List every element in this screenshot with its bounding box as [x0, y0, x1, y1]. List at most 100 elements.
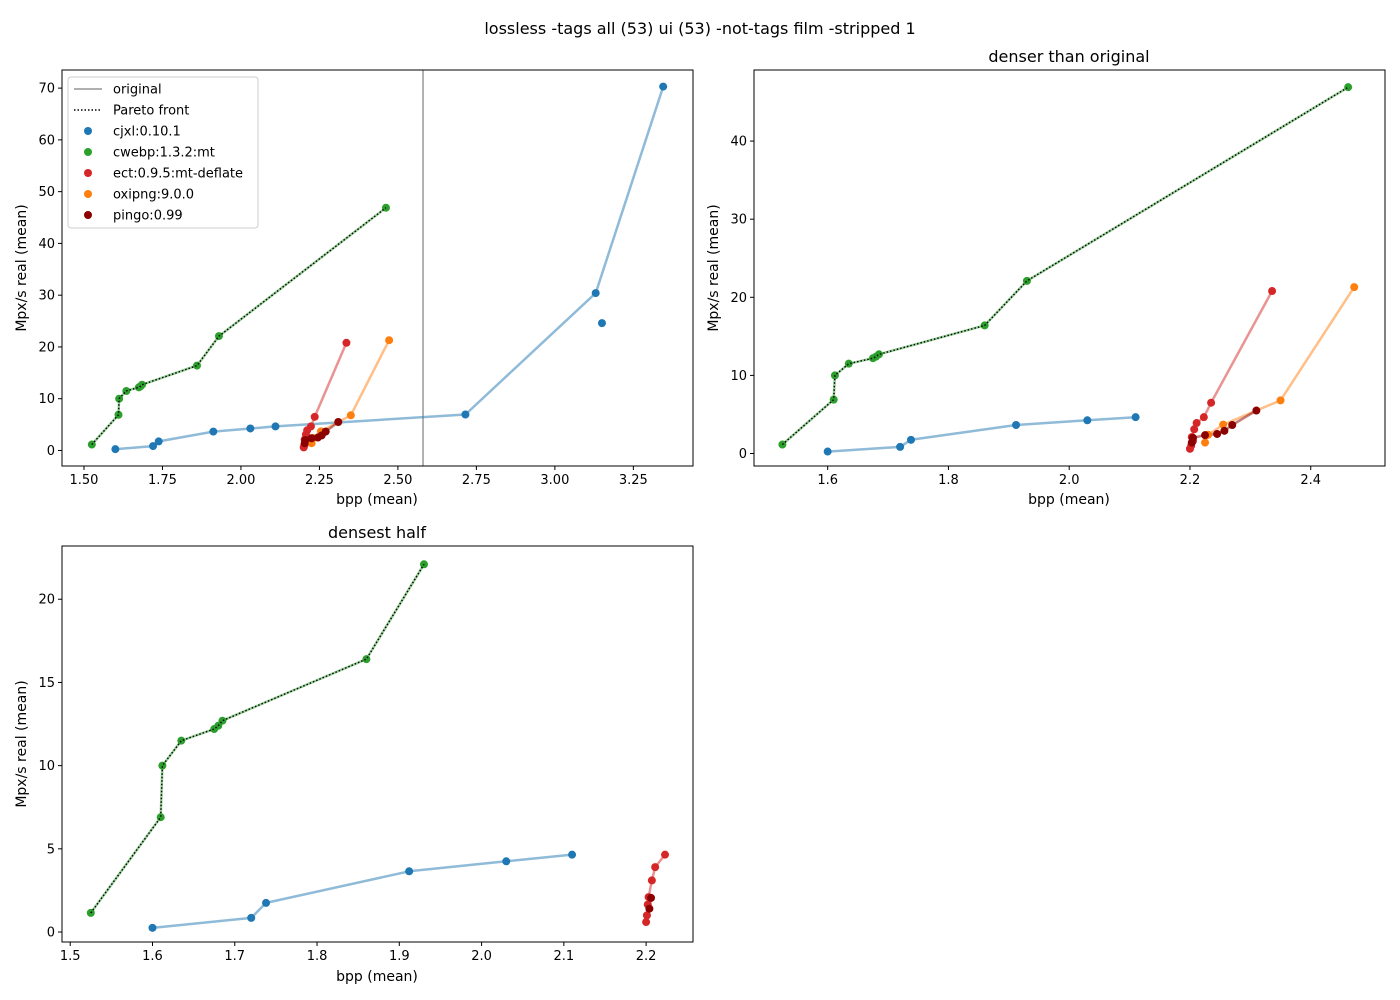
data-point	[844, 359, 853, 368]
legend-label: cwebp:1.3.2:mt	[113, 146, 215, 161]
series-line	[152, 853, 573, 930]
data-point	[149, 442, 158, 451]
subplot-title: denser than original	[988, 47, 1149, 66]
y-tick-label: 60	[38, 133, 55, 148]
x-tick-label: 2.4	[1300, 473, 1321, 488]
x-tick-label: 3.25	[619, 473, 648, 488]
data-point	[906, 435, 915, 444]
data-point	[1012, 420, 1021, 429]
x-tick-label: 2.1	[553, 949, 574, 964]
pareto-front-line	[781, 86, 1349, 446]
data-point	[1350, 283, 1359, 292]
pareto-front-line	[90, 563, 425, 914]
data-point	[647, 876, 656, 885]
series-line	[310, 339, 391, 444]
data-point	[1188, 433, 1197, 442]
data-point	[502, 857, 511, 866]
y-tick-label: 70	[38, 82, 55, 97]
x-tick-label: 2.25	[305, 473, 334, 488]
y-tick-label: 10	[730, 369, 747, 384]
legend-frame	[67, 76, 259, 229]
figure-title: lossless -tags all (53) ui (53) -not-tag…	[484, 19, 915, 38]
legend: original Pareto front cjxl:0.10.1 cwebp:1.3…	[67, 76, 259, 229]
data-point	[1220, 426, 1229, 435]
x-axis-label: bpp (mean)	[336, 969, 418, 985]
legend-label: pingo:0.99	[113, 209, 183, 224]
data-point	[321, 427, 330, 436]
axes-frame	[61, 69, 694, 467]
data-point	[874, 350, 883, 359]
data-point	[1276, 396, 1285, 405]
data-point	[1219, 420, 1228, 429]
x-tick-label: 1.50	[69, 473, 98, 488]
data-point	[148, 923, 157, 932]
y-tick-label: 30	[730, 213, 747, 228]
y-tick-label: 10	[38, 392, 55, 407]
pareto-front-line	[91, 207, 387, 445]
data-point	[111, 445, 120, 454]
x-tick-label: 2.2	[636, 949, 657, 964]
plot-area: 1.5 1.6 1.7 1.8 1.9 2.0 2.1 2.2 0 5 10 15 20	[38, 560, 670, 964]
series-line	[827, 415, 1136, 453]
data-point	[1199, 413, 1208, 422]
data-point	[1344, 83, 1353, 92]
legend-label: cjxl:0.10.1	[113, 125, 181, 140]
data-point	[307, 434, 316, 443]
x-tick-label: 1.6	[817, 473, 838, 488]
x-tick-label: 2.75	[462, 473, 491, 488]
data-point	[1207, 398, 1216, 407]
data-point	[346, 411, 355, 420]
y-tick-label: 30	[38, 289, 55, 304]
y-tick-label: 10	[38, 759, 55, 774]
x-tick-label: 3.00	[540, 473, 569, 488]
data-point	[778, 440, 787, 449]
series-line	[781, 86, 1349, 446]
x-tick-label: 1.9	[389, 949, 410, 964]
data-point	[1201, 438, 1210, 447]
x-tick-label: 2.0	[1059, 473, 1080, 488]
data-point	[1083, 416, 1092, 425]
subplot-denser-than-original: denser than original 1.6 1.8 2.0 2.2 2.4 0 10 2…	[706, 47, 1386, 508]
axes-frame	[753, 69, 1386, 467]
data-point	[301, 436, 310, 445]
legend-swatch	[84, 148, 92, 156]
subplot-title: densest half	[328, 523, 426, 542]
y-tick-label: 0	[47, 444, 55, 459]
y-tick-label: 20	[38, 340, 55, 355]
y-tick-label: 20	[38, 593, 55, 608]
y-tick-label: 20	[730, 291, 747, 306]
data-point	[461, 410, 470, 419]
data-point	[1213, 429, 1222, 438]
data-point	[1192, 419, 1201, 428]
data-point	[158, 761, 167, 770]
data-point	[568, 850, 577, 859]
legend-swatch	[84, 127, 92, 135]
data-point	[154, 437, 163, 446]
x-tick-label: 1.5	[60, 949, 81, 964]
legend-swatch	[84, 190, 92, 198]
data-point	[177, 736, 186, 745]
series-line	[89, 563, 426, 914]
y-axis-label: Mpx/s real (mean)	[14, 204, 30, 331]
y-tick-label: 0	[47, 926, 55, 941]
x-tick-label: 1.6	[142, 949, 163, 964]
x-tick-label: 2.2	[1180, 473, 1201, 488]
data-point	[591, 289, 600, 298]
y-axis-label: Mpx/s real (mean)	[14, 680, 30, 807]
x-tick-label: 1.8	[307, 949, 328, 964]
y-tick-label: 40	[730, 135, 747, 150]
y-tick-label: 0	[739, 447, 747, 462]
data-point	[645, 904, 654, 913]
data-point	[597, 319, 606, 328]
axes-frame	[61, 545, 694, 943]
x-tick-label: 2.00	[226, 473, 255, 488]
data-point	[659, 82, 668, 91]
data-point	[247, 913, 256, 922]
x-tick-label: 1.7	[224, 949, 245, 964]
legend-swatch	[84, 211, 92, 219]
plot-area: 1.6 1.8 2.0 2.2 2.4 0 10 20 30 40	[730, 83, 1359, 488]
data-point	[138, 380, 147, 389]
data-point	[642, 911, 651, 920]
subplot-densest-half: densest half 1.5 1.6 1.7 1.8 1.9 2.0 2.1 2.2051…	[14, 523, 694, 985]
